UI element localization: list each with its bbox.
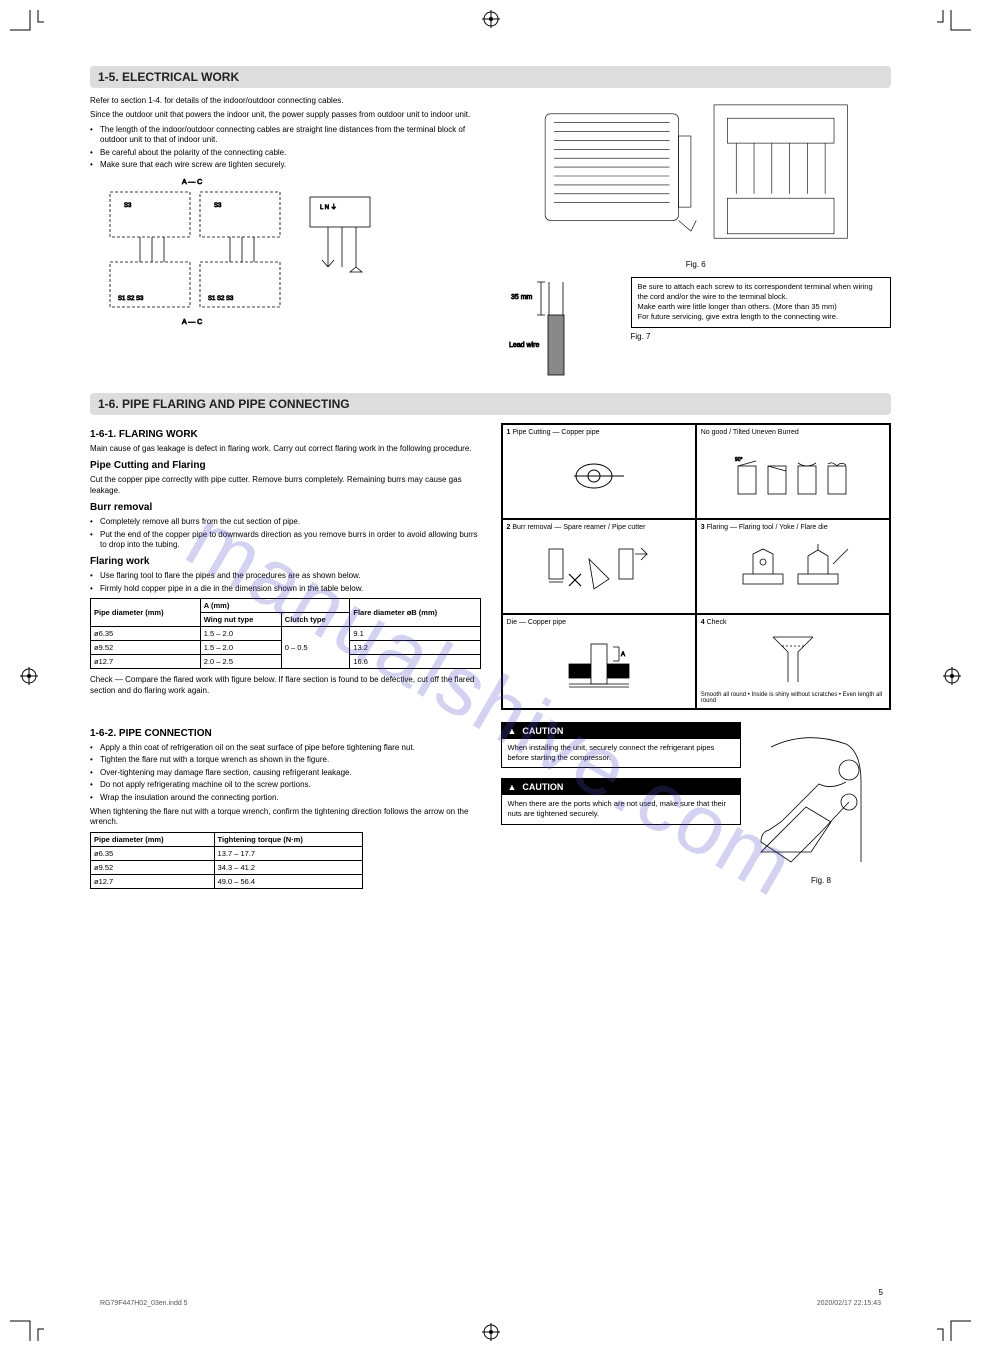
svg-text:L N ⏚: L N ⏚ (320, 204, 337, 211)
wiring-diagram: S3 S3 S1 S2 S3 S1 S2 S3 L N ⏚ A — C A — … (90, 172, 410, 332)
caution-box-1: ▲ CAUTION When installing the unit, secur… (501, 722, 742, 768)
footer-right: 2020/02/17 22:15:43 (817, 1300, 881, 1307)
svg-text:S3: S3 (124, 203, 132, 209)
fig6-outdoor-unit (501, 96, 892, 256)
svg-text:S3: S3 (214, 203, 222, 209)
conn-bullet-3: •Over-tightening may damage flare sectio… (90, 768, 481, 778)
th-wing-nut: Wing nut type (200, 613, 281, 627)
fig8-torque-wrench (751, 722, 891, 872)
fig6-caption: Fig. 6 (501, 260, 892, 269)
th-clutch: Clutch type (281, 613, 350, 627)
sec161-intro: Main cause of gas leakage is defect in f… (90, 444, 481, 454)
burr-bullet-1: •Completely remove all burrs from the cu… (90, 517, 481, 527)
sec15-bullet-1: •The length of the indoor/outdoor connec… (90, 125, 481, 146)
flare-check-icon (758, 632, 828, 687)
registration-mark-bottom (482, 1323, 500, 1341)
burr-removal-heading: Burr removal (90, 502, 481, 513)
sec161-heading: 1-6-1. FLARING WORK (90, 429, 481, 440)
flare-dimension-table: Pipe diameter (mm) A (mm) Flare diameter… (90, 598, 481, 669)
torque-note: When tightening the flare nut with a tor… (90, 807, 481, 828)
warning-icon: ▲ (508, 726, 517, 736)
step-3-flaring-tools: 3 Flaring — Flaring tool / Yoke / Flare … (696, 519, 890, 614)
lead-wire-note-box: Be sure to attach each screw to its corr… (631, 277, 892, 328)
flaring-bullet-2: •Firmly hold copper pipe in a die in the… (90, 584, 481, 594)
sec162-heading: 1-6-2. PIPE CONNECTION (90, 728, 481, 739)
conn-bullet-4: •Do not apply refrigerating machine oil … (90, 780, 481, 790)
step-die-view: Die — Copper pipe A (502, 614, 696, 709)
registration-mark-top (482, 10, 500, 28)
pipe-cut-variants-icon: 90° (733, 451, 853, 501)
registration-mark-left (20, 667, 38, 685)
caution1-heading: CAUTION (522, 726, 563, 736)
lead-wire-note-1: Be sure to attach each screw to its corr… (638, 282, 885, 302)
pipe-cutting-text: Cut the copper pipe correctly with pipe … (90, 475, 481, 496)
caution2-text: When there are the ports which are not u… (502, 795, 741, 823)
caution-box-2: ▲ CAUTION When there are the ports which … (501, 778, 742, 824)
svg-text:A — C: A — C (182, 179, 202, 186)
lead-wire-note-3: For future servicing, give extra length … (638, 312, 885, 322)
fig7-lead-wire: 35 mm Lead wire (501, 277, 621, 387)
svg-text:Lead wire: Lead wire (509, 342, 539, 349)
sec15-bullet-3: •Make sure that each wire screw are tigh… (90, 160, 481, 170)
step-4-check: 4 Check Smooth all round • Inside is shi… (696, 614, 890, 709)
die-section-icon: A (559, 639, 639, 694)
crop-mark-bl (10, 1307, 44, 1341)
torque-th-2: Tightening torque (N·m) (214, 832, 363, 846)
check-note: Check — Compare the flared work with fig… (90, 675, 481, 696)
conn-bullet-5: •Wrap the insulation around the connecti… (90, 793, 481, 803)
flare-row-1: ø6.35 1.5 – 2.0 0 – 0.5 9.1 (91, 627, 481, 641)
burr-bullet-2: •Put the end of the copper pipe to downw… (90, 530, 481, 551)
torque-th-1: Pipe diameter (mm) (91, 832, 215, 846)
svg-text:S1 S2 S3: S1 S2 S3 (118, 296, 144, 302)
step-1b-no-good: No good / Tilted Uneven Burred 90° (696, 424, 890, 519)
step-2-burr-removal: 2 Burr removal — Spare reamer / Pipe cut… (502, 519, 696, 614)
fig7-caption: Fig. 7 (631, 332, 892, 341)
crop-mark-br (937, 1307, 971, 1341)
th-flare-dia: Flare diameter øB (mm) (350, 599, 480, 627)
flaring-work-heading: Flaring work (90, 556, 481, 567)
torque-row-2: ø9.5234.3 – 41.2 (91, 860, 363, 874)
lead-wire-note-2: Make earth wire little longer than other… (638, 302, 885, 312)
caution2-heading: CAUTION (522, 782, 563, 792)
torque-row-1: ø6.3513.7 – 17.7 (91, 846, 363, 860)
svg-text:90°: 90° (735, 457, 743, 463)
torque-table: Pipe diameter (mm)Tightening torque (N·m… (90, 832, 363, 889)
section-1-5-title: 1-5. ELECTRICAL WORK (90, 66, 891, 88)
section-1-6-title: 1-6. PIPE FLARING AND PIPE CONNECTING (90, 393, 891, 415)
registration-mark-right (943, 667, 961, 685)
reamer-icon (539, 544, 659, 599)
svg-text:35 mm: 35 mm (511, 294, 533, 301)
fig8-caption: Fig. 8 (751, 876, 891, 885)
page-content: 1-5. ELECTRICAL WORK Refer to section 1-… (90, 60, 891, 1291)
torque-row-3: ø12.749.0 – 56.4 (91, 874, 363, 888)
flaring-bullet-1: •Use flaring tool to flare the pipes and… (90, 571, 481, 581)
th-pipe-dia: Pipe diameter (mm) (91, 599, 201, 627)
conn-bullet-2: •Tighten the flare nut with a torque wre… (90, 755, 481, 765)
pipe-cutting-heading: Pipe Cutting and Flaring (90, 460, 481, 471)
conn-bullet-1: •Apply a thin coat of refrigeration oil … (90, 743, 481, 753)
th-a-mm: A (mm) (200, 599, 350, 613)
page-number: 5 (879, 1288, 883, 1297)
caution1-text: When installing the unit, securely conne… (502, 739, 741, 767)
svg-text:A — C: A — C (182, 319, 202, 326)
svg-text:A: A (621, 652, 625, 658)
svg-text:S1 S2 S3: S1 S2 S3 (208, 296, 234, 302)
step-1-pipe-cutting: 1 Pipe Cutting — Copper pipe (502, 424, 696, 519)
sec15-intro-2: Since the outdoor unit that powers the i… (90, 110, 481, 120)
flaring-tool-icon (733, 544, 853, 599)
crop-mark-tr (937, 10, 971, 44)
sec15-bullet-2: •Be careful about the polarity of the co… (90, 148, 481, 158)
footer-left: RG79F447H02_03en.indd 5 (100, 1300, 188, 1307)
pipe-cutter-icon (564, 451, 634, 501)
crop-mark-tl (10, 10, 44, 44)
warning-icon: ▲ (508, 782, 517, 792)
sec15-intro-1: Refer to section 1-4. for details of the… (90, 96, 481, 106)
flaring-steps-grid: 1 Pipe Cutting — Copper pipe No good / T… (501, 423, 892, 710)
